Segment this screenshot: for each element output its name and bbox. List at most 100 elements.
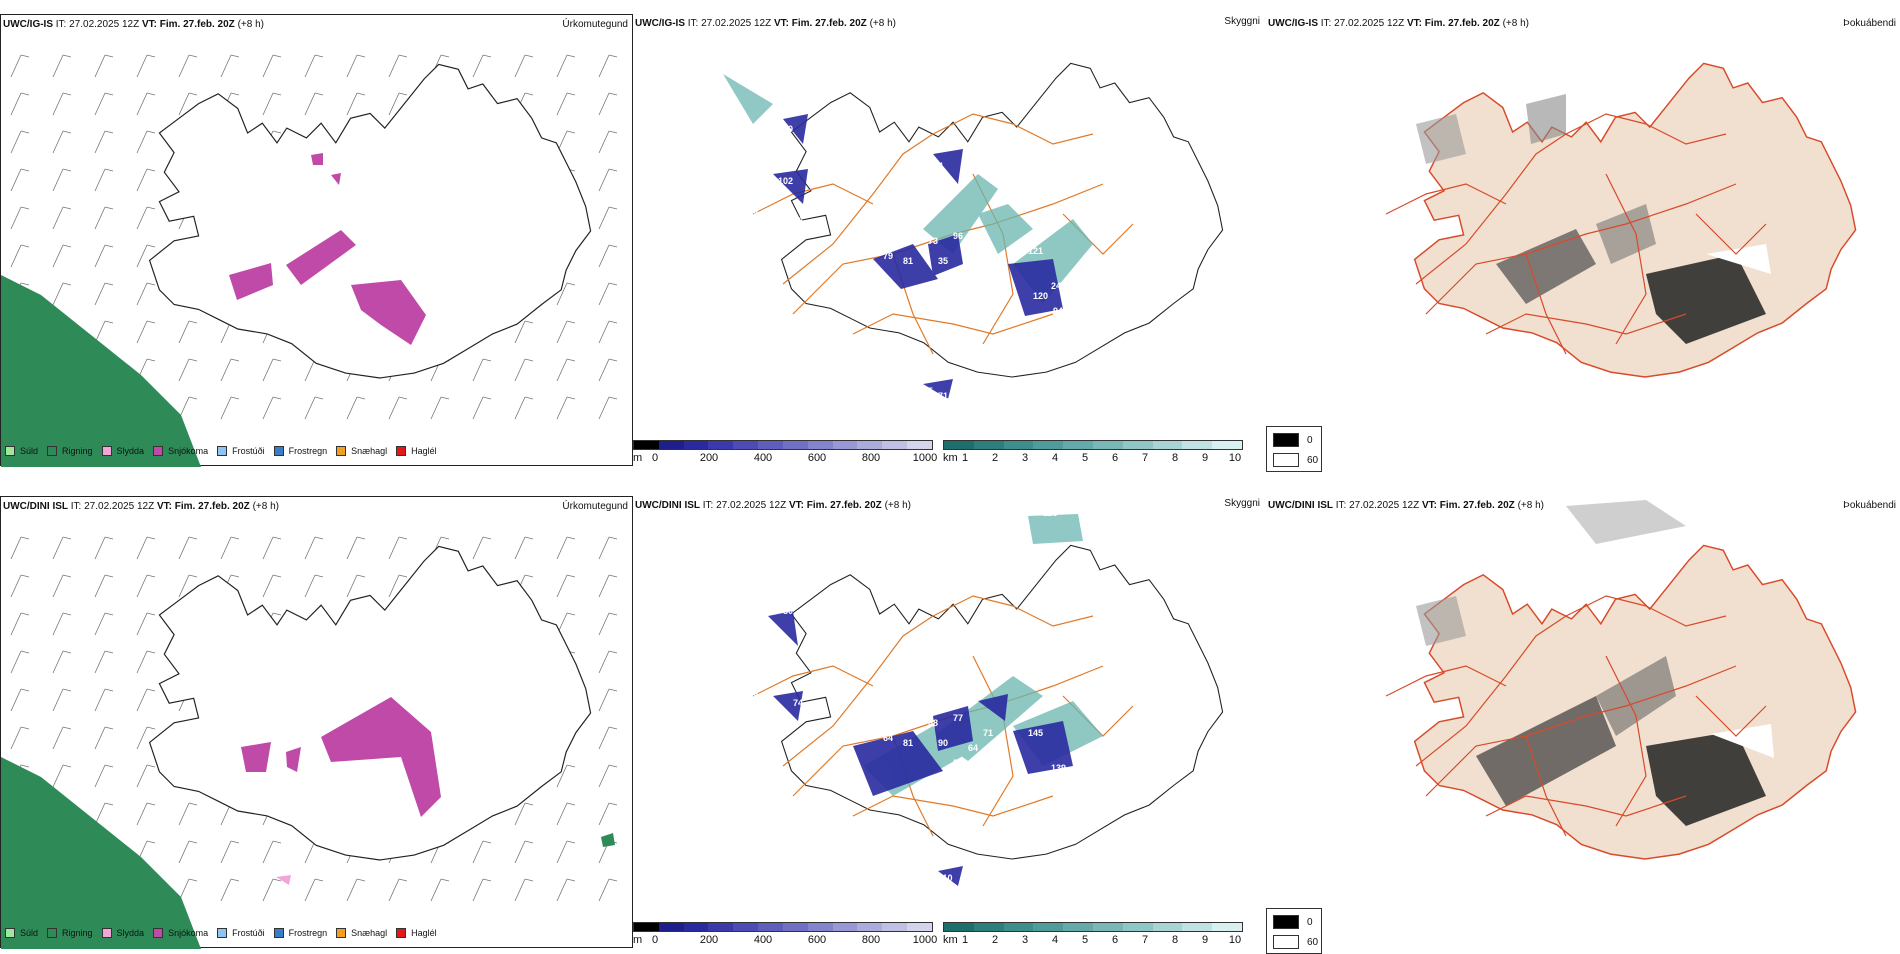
wind-barb (220, 54, 240, 78)
cloud-base-label: 121 (1028, 246, 1043, 256)
road-line (752, 183, 874, 215)
precip-map-0[interactable] (1, 15, 634, 467)
legend-swatch (153, 446, 164, 456)
wind-barb (556, 92, 576, 116)
road-line (1415, 133, 1567, 285)
fog-shades-1 (1416, 596, 1774, 826)
colorbar-tick: 8 (1171, 452, 1179, 464)
colorbar-tick: 3 (1021, 934, 1029, 946)
wind-barb (598, 650, 618, 674)
wind-barb (514, 536, 534, 560)
cloud-base-label: 101 (933, 643, 948, 653)
wind-barb (136, 92, 156, 116)
wind-barb (598, 878, 618, 902)
precip-title-1: Úrkomutegund (562, 501, 628, 512)
legend-item: Frostúði (217, 446, 265, 456)
cbar-vis-1: km 1 2 3 4 5 6 7 8 9 10 (943, 922, 1248, 950)
wind-barb (514, 320, 534, 344)
wind-barb (598, 206, 618, 230)
wind-barb (94, 726, 114, 750)
wind-barb (514, 358, 534, 382)
wind-barb (52, 244, 72, 268)
roads-f0 (1385, 113, 1767, 355)
colorbar-strip (943, 440, 1243, 450)
wind-barb (556, 320, 576, 344)
wind-barb (388, 54, 408, 78)
wind-barb (304, 574, 324, 598)
cloud-base-label: 73 (928, 236, 938, 246)
wind-barb (430, 878, 450, 902)
cloud-base-label: 145 (1028, 728, 1043, 738)
fog-swatch (1273, 935, 1299, 949)
fog-legend-row: 0 (1273, 915, 1321, 929)
cloud-base-label: 84 (933, 161, 943, 171)
cloud-base-label: 64 (883, 733, 893, 743)
fog-label: 0 (1307, 434, 1313, 446)
wind-barb (598, 358, 618, 382)
wind-barb (178, 54, 198, 78)
iceland-outline-1 (148, 545, 592, 861)
precip-panel-1: UWC/DINI ISL IT: 27.02.2025 12Z VT: Fim.… (0, 496, 634, 949)
wind-barb (52, 54, 72, 78)
road-line (852, 795, 1054, 817)
wind-barb (52, 764, 72, 788)
wind-barb (598, 244, 618, 268)
wind-barb (556, 536, 576, 560)
cloud-areas-c1 (768, 611, 1073, 886)
wind-barb (94, 650, 114, 674)
colorbar-tick: 0 (651, 452, 659, 464)
wind-barb (346, 536, 366, 560)
cloud-base-label: 70 (748, 206, 758, 216)
precip-map-1[interactable] (1, 497, 634, 949)
legend-swatch (336, 928, 347, 938)
wind-barb (598, 54, 618, 78)
colorbar-tick: 5 (1081, 452, 1089, 464)
cloud-base-label: 108 (803, 161, 818, 171)
cloud-base-label: 96 (953, 231, 963, 241)
legend-swatch (217, 928, 228, 938)
wind-barb (346, 878, 366, 902)
roads-f1 (1385, 595, 1767, 837)
legend-label: Súld (20, 446, 39, 456)
rain-area-1 (1, 757, 201, 949)
road-line (1565, 595, 1727, 627)
cloud-base-label: 139 (1051, 763, 1066, 773)
wind-barb (598, 168, 618, 192)
legend-item: Rigning (47, 928, 93, 938)
wind-barb (52, 92, 72, 116)
wind-barb (94, 536, 114, 560)
cloud-base-label: 64 (968, 743, 978, 753)
wind-barb (262, 396, 282, 420)
cloud-base-label: 10 (783, 124, 793, 134)
cloudbase-panel-1: UWC/DINI ISL IT: 27.02.2025 12Z VT: Fim.… (633, 496, 1266, 948)
wind-barb (52, 726, 72, 750)
cloud-base-label: 153 (1033, 773, 1048, 783)
colorbar-tick: 800 (861, 934, 881, 946)
colorbar-tick: 7 (1141, 934, 1149, 946)
fog-swatch (1273, 453, 1299, 467)
legend-item: Snæhagl (336, 928, 387, 938)
legend-swatch (217, 446, 228, 456)
fog-legend-row: 0 (1273, 433, 1321, 447)
wind-barb (178, 536, 198, 560)
colorbar-tick: 200 (699, 934, 719, 946)
legend-swatch (336, 446, 347, 456)
wind-barb (598, 688, 618, 712)
cloud-base-label: 102 (778, 176, 793, 186)
fog-legend-0: 0 60 (1266, 426, 1322, 472)
wind-barb (136, 282, 156, 306)
legend-swatch (5, 928, 15, 938)
cloud-base-label: 76 (748, 688, 758, 698)
wind-barb (514, 54, 534, 78)
precip-panel-0: UWC/IG-IS IT: 27.02.2025 12Z VT: Fim. 27… (0, 14, 634, 467)
road-line (1415, 615, 1567, 767)
fog-map-0[interactable] (1266, 14, 1900, 466)
wind-barb (136, 802, 156, 826)
fog-map-1[interactable] (1266, 496, 1900, 948)
road-line (1385, 183, 1507, 215)
road-line (1425, 665, 1737, 797)
wind-barb (220, 358, 240, 382)
legend-swatch (396, 928, 407, 938)
